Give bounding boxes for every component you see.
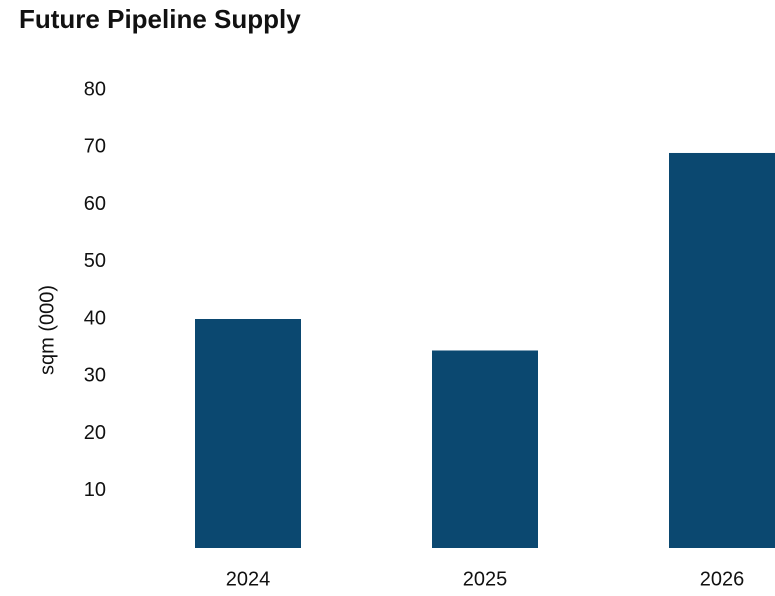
y-axis-title-group: sqm (000) [36,285,58,375]
bar-2025 [432,350,538,548]
x-tick-labels: 2024 2025 2026 [226,568,745,590]
x-tick-label: 2026 [700,568,745,590]
y-tick-label: 60 [84,193,106,215]
y-axis-title: sqm (000) [36,285,58,375]
bars [195,152,775,548]
bar-2024 [195,319,301,548]
y-tick-label: 70 [84,136,106,158]
y-tick-label: 20 [84,422,106,444]
y-tick-label: 30 [84,365,106,387]
x-tick-label: 2024 [226,568,271,590]
y-tick-labels: 10 20 30 40 50 60 70 80 [84,78,106,501]
y-tick-label: 40 [84,307,106,329]
y-tick-label: 50 [84,250,106,272]
chart-title: Future Pipeline Supply [19,4,301,34]
y-tick-label: 10 [84,479,106,501]
y-tick-label: 80 [84,78,106,100]
bar-2026 [669,152,775,548]
x-tick-label: 2025 [463,568,508,590]
